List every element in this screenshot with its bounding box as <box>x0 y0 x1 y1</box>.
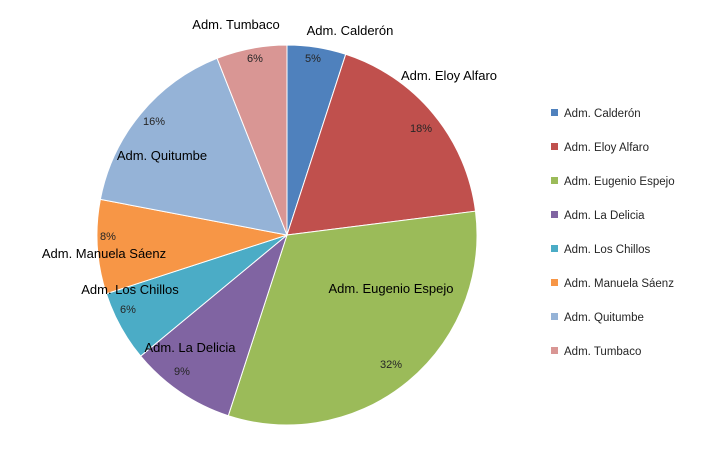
slice-category-label: Adm. La Delicia <box>144 340 236 355</box>
legend-label: Adm. La Delicia <box>564 210 645 222</box>
legend-swatch <box>551 143 558 150</box>
chart-legend: Adm. Calderón Adm. Eloy Alfaro Adm. Eugeni… <box>551 108 675 358</box>
legend-label: Adm. Tumbaco <box>564 346 641 358</box>
pie-slice-6 <box>96 198 288 295</box>
slice-category-label: Adm. Tumbaco <box>192 17 279 32</box>
slice-percent-label: 8% <box>100 231 116 243</box>
legend-swatch <box>551 211 558 218</box>
legend-label: Adm. Quitumbe <box>564 312 644 324</box>
pie-slices <box>96 44 478 426</box>
slice-category-label: Adm. Manuela Sáenz <box>42 246 166 261</box>
pie-slice-8 <box>216 44 288 236</box>
legend-swatch <box>551 313 558 320</box>
legend-swatch <box>551 109 558 116</box>
legend-label: Adm. Los Chillos <box>564 244 651 256</box>
slice-percent-label: 16% <box>143 116 165 128</box>
slice-percent-label: 32% <box>380 359 402 371</box>
legend-label: Adm. Manuela Sáenz <box>564 278 674 290</box>
slice-percent-label: 6% <box>120 304 136 316</box>
slice-category-label: Adm. Calderón <box>307 23 394 38</box>
pie-slice-3 <box>227 210 478 426</box>
slice-category-label: Adm. Eloy Alfaro <box>401 68 497 83</box>
legend-label: Adm. Eloy Alfaro <box>564 142 649 154</box>
pie-labels: Adm. Calderón 5% Adm. Eloy Alfaro 18% Adm. E… <box>42 17 497 378</box>
slice-category-label: Adm. Eugenio Espejo <box>328 281 453 296</box>
slice-percent-label: 5% <box>305 53 321 65</box>
legend-swatch <box>551 245 558 252</box>
slice-category-label: Adm. Los Chillos <box>81 282 179 297</box>
pie-slice-7 <box>99 57 288 236</box>
legend-label: Adm. Eugenio Espejo <box>564 176 675 188</box>
legend-swatch <box>551 177 558 184</box>
slice-category-label: Adm. Quitumbe <box>117 148 207 163</box>
slice-percent-label: 6% <box>247 53 263 65</box>
pie-slice-2 <box>286 53 477 236</box>
pie-slice-4 <box>139 233 289 417</box>
legend-label: Adm. Calderón <box>564 108 641 120</box>
legend-swatch <box>551 347 558 354</box>
slice-percent-label: 18% <box>410 123 432 135</box>
slice-percent-label: 9% <box>174 366 190 378</box>
legend-swatch <box>551 279 558 286</box>
